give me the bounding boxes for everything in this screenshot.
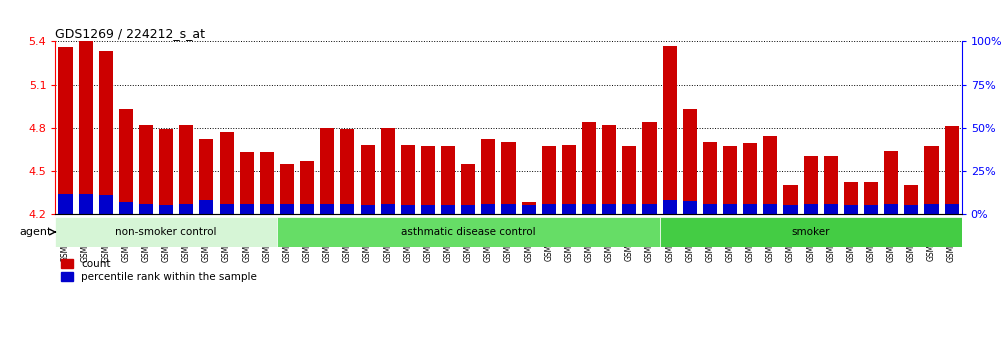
Bar (663, 46, 677, 214)
Bar (904, 205, 918, 214)
Bar (481, 139, 495, 214)
Bar (300, 161, 314, 214)
Bar (139, 125, 153, 214)
Bar (199, 139, 213, 214)
Text: non-smoker control: non-smoker control (116, 227, 217, 237)
Legend: count, percentile rank within the sample: count, percentile rank within the sample (60, 259, 258, 282)
Bar (361, 205, 375, 214)
Text: smoker: smoker (792, 227, 830, 237)
Bar (501, 142, 516, 214)
Bar (220, 132, 234, 214)
Bar (763, 204, 777, 214)
Bar (320, 128, 334, 214)
Bar (723, 146, 737, 214)
Bar (199, 199, 213, 214)
Bar (240, 204, 254, 214)
Bar (945, 126, 959, 214)
Bar (844, 182, 858, 214)
Bar (824, 204, 838, 214)
Bar (783, 205, 798, 214)
Bar (401, 205, 415, 214)
Bar (179, 125, 193, 214)
Bar (642, 204, 657, 214)
Bar (683, 109, 697, 214)
Bar (683, 201, 697, 214)
Bar (522, 203, 536, 214)
Bar (280, 204, 294, 214)
Bar (864, 182, 878, 214)
Bar (945, 204, 959, 214)
Bar (277, 217, 660, 247)
Bar (421, 205, 435, 214)
Bar (79, 41, 93, 214)
Text: agent: agent (19, 227, 51, 237)
Bar (139, 204, 153, 214)
Bar (340, 204, 354, 214)
Bar (804, 156, 818, 214)
Bar (924, 204, 939, 214)
Bar (522, 205, 536, 214)
Bar (461, 205, 475, 214)
Bar (723, 204, 737, 214)
Bar (562, 204, 576, 214)
Bar (340, 129, 354, 214)
Bar (743, 144, 757, 214)
Bar (904, 185, 918, 214)
Bar (300, 204, 314, 214)
Bar (320, 204, 334, 214)
Bar (401, 145, 415, 214)
Bar (58, 47, 73, 214)
Bar (501, 204, 516, 214)
Bar (844, 205, 858, 214)
Bar (441, 205, 455, 214)
Bar (55, 217, 277, 247)
Bar (824, 156, 838, 214)
Bar (361, 145, 375, 214)
Bar (220, 204, 234, 214)
Bar (99, 51, 113, 214)
Bar (481, 204, 495, 214)
Bar (58, 194, 73, 214)
Bar (381, 128, 395, 214)
Bar (562, 145, 576, 214)
Bar (99, 195, 113, 214)
Bar (542, 146, 556, 214)
Bar (240, 152, 254, 214)
Bar (660, 217, 962, 247)
Bar (280, 164, 294, 214)
Bar (582, 122, 596, 214)
Bar (602, 204, 616, 214)
Bar (783, 185, 798, 214)
Text: asthmatic disease control: asthmatic disease control (401, 227, 536, 237)
Bar (743, 204, 757, 214)
Bar (924, 146, 939, 214)
Bar (119, 109, 133, 214)
Bar (622, 204, 636, 214)
Bar (602, 125, 616, 214)
Bar (703, 204, 717, 214)
Bar (441, 146, 455, 214)
Bar (582, 204, 596, 214)
Bar (804, 204, 818, 214)
Bar (642, 122, 657, 214)
Bar (179, 204, 193, 214)
Text: GDS1269 / 224212_s_at: GDS1269 / 224212_s_at (55, 27, 205, 40)
Bar (884, 151, 898, 214)
Bar (663, 199, 677, 214)
Bar (461, 164, 475, 214)
Bar (159, 129, 173, 214)
Bar (119, 203, 133, 214)
Bar (159, 205, 173, 214)
Bar (622, 146, 636, 214)
Bar (381, 204, 395, 214)
Bar (421, 146, 435, 214)
Bar (79, 194, 93, 214)
Bar (260, 152, 274, 214)
Bar (703, 142, 717, 214)
Bar (260, 204, 274, 214)
Bar (763, 136, 777, 214)
Bar (864, 205, 878, 214)
Bar (542, 204, 556, 214)
Bar (884, 204, 898, 214)
